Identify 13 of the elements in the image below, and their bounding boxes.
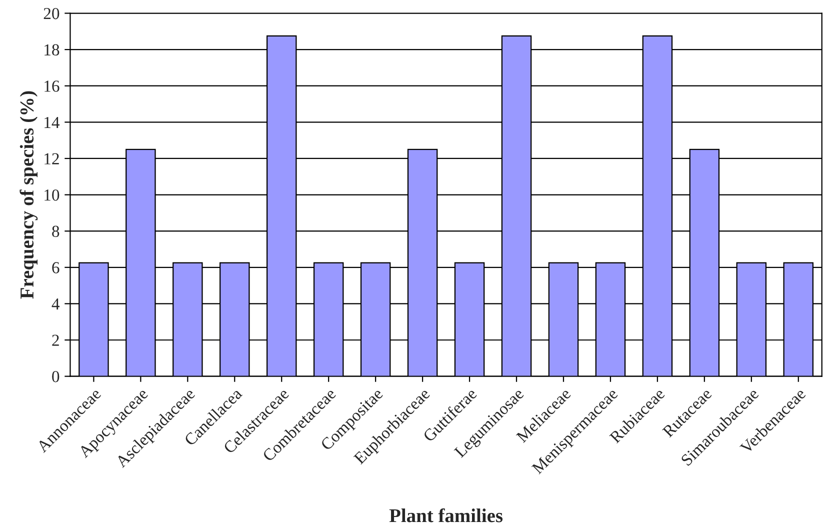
y-tick-label: 6 bbox=[52, 262, 60, 274]
y-tick-label: 14 bbox=[44, 116, 60, 128]
y-tick-label: 16 bbox=[44, 80, 60, 92]
y-tick-label: 4 bbox=[52, 298, 60, 310]
y-tick-label: 20 bbox=[44, 8, 60, 20]
y-tick-label: 2 bbox=[52, 334, 59, 346]
y-tick-label: 0 bbox=[52, 371, 60, 382]
y-tick-label: 10 bbox=[44, 189, 60, 201]
y-tick-label: 8 bbox=[52, 226, 60, 238]
x-axis-title: Plant families bbox=[389, 508, 503, 522]
y-tick-label: 12 bbox=[44, 153, 59, 164]
y-axis-title: Frequency of species (%) bbox=[20, 91, 38, 299]
y-tick-label: 18 bbox=[44, 44, 60, 56]
